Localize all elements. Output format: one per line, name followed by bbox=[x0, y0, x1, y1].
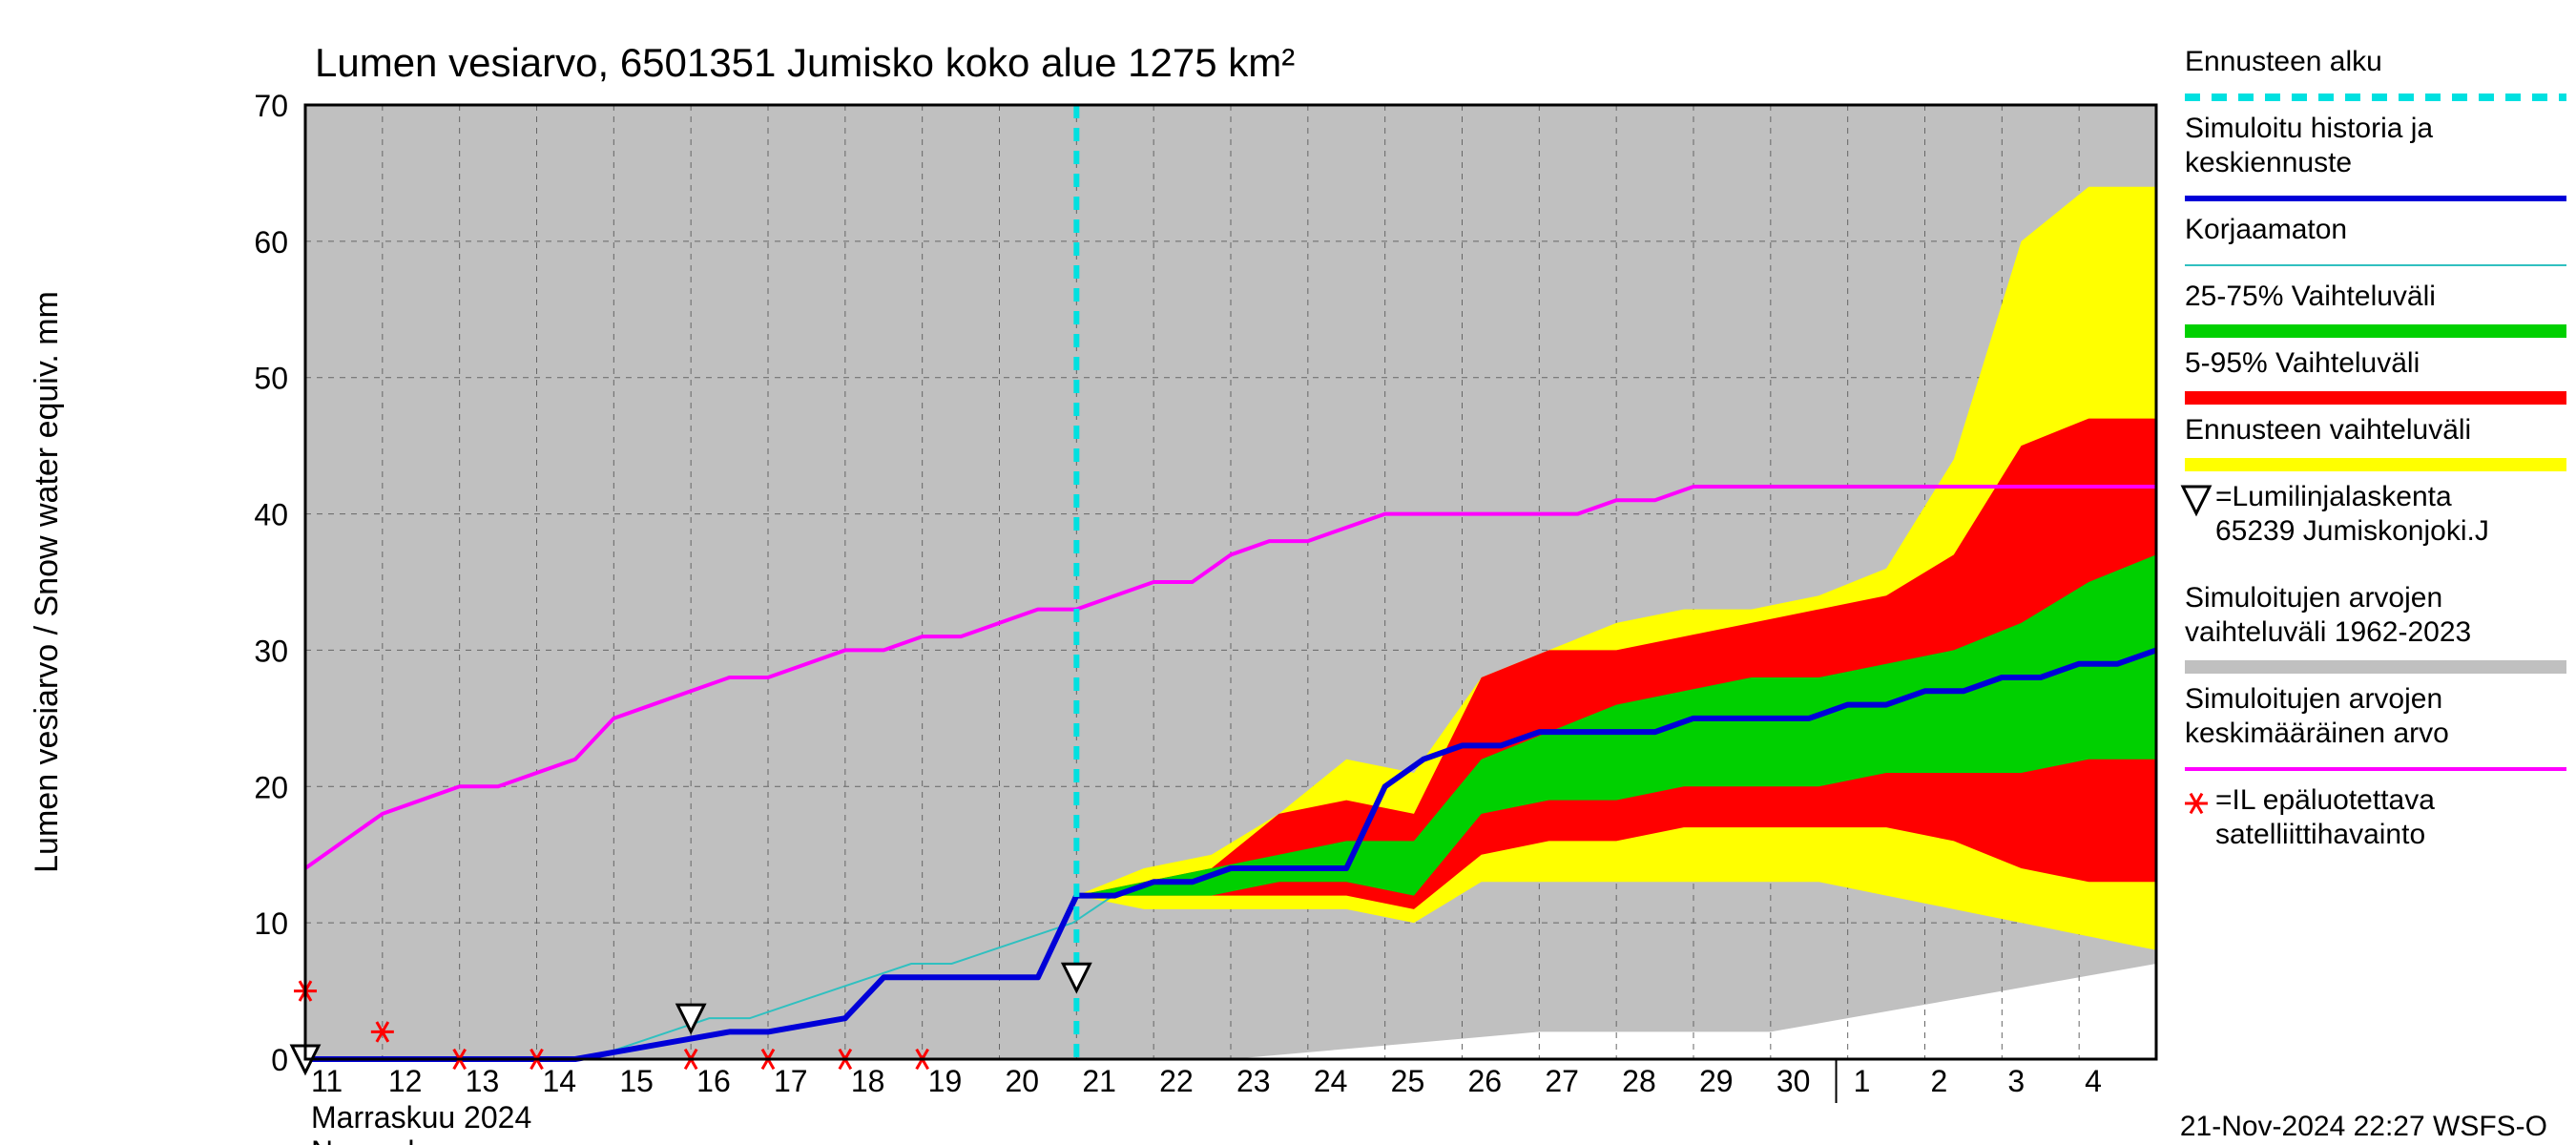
legend-label: vaihteluväli 1962-2023 bbox=[2185, 616, 2471, 648]
ytick-label: 20 bbox=[254, 770, 288, 804]
chart-title: Lumen vesiarvo, 6501351 Jumisko koko alu… bbox=[315, 40, 1295, 85]
legend-label: 65239 Jumiskonjoki.J bbox=[2215, 515, 2489, 547]
ytick-label: 60 bbox=[254, 225, 288, 260]
chart-container: 0102030405060701112131415161718192021222… bbox=[0, 0, 2576, 1145]
legend-item: =Lumilinjalaskenta65239 Jumiskonjoki.J bbox=[2183, 481, 2489, 547]
xtick-label: 14 bbox=[543, 1064, 577, 1098]
ytick-label: 30 bbox=[254, 634, 288, 668]
xtick-label: 13 bbox=[466, 1064, 500, 1098]
legend-label: keskimääräinen arvo bbox=[2185, 718, 2449, 749]
xtick-label: 2 bbox=[1931, 1064, 1948, 1098]
legend-label: keskiennuste bbox=[2185, 147, 2352, 178]
xaxis-month-fi: Marraskuu 2024 bbox=[311, 1100, 531, 1135]
ytick-label: 50 bbox=[254, 362, 288, 396]
xtick-label: 28 bbox=[1622, 1064, 1656, 1098]
legend-label: 25-75% Vaihteluväli bbox=[2185, 281, 2436, 312]
legend-item: 5-95% Vaihteluväli bbox=[2185, 347, 2566, 405]
legend-item: Ennusteen alku bbox=[2185, 46, 2566, 97]
xtick-label: 20 bbox=[1006, 1064, 1040, 1098]
ytick-label: 70 bbox=[254, 89, 288, 123]
legend-item: =IL epäluotettavasatelliittihavainto bbox=[2185, 784, 2435, 850]
legend-item: Simuloitujen arvojenvaihteluväli 1962-20… bbox=[2185, 582, 2566, 674]
ytick-label: 40 bbox=[254, 498, 288, 532]
ytick-label: 10 bbox=[254, 906, 288, 941]
xtick-label: 3 bbox=[2007, 1064, 2025, 1098]
xtick-label: 19 bbox=[928, 1064, 963, 1098]
legend-label: Korjaamaton bbox=[2185, 214, 2347, 245]
legend-item: Ennusteen vaihteluväli bbox=[2185, 414, 2566, 471]
xtick-label: 23 bbox=[1236, 1064, 1271, 1098]
xtick-label: 4 bbox=[2085, 1064, 2102, 1098]
xaxis-month-en: November bbox=[311, 1135, 452, 1145]
xtick-label: 26 bbox=[1468, 1064, 1503, 1098]
legend-label: Ennusteen alku bbox=[2185, 46, 2382, 77]
legend-label: satelliittihavainto bbox=[2215, 819, 2425, 850]
legend-label: 5-95% Vaihteluväli bbox=[2185, 347, 2420, 379]
xtick-label: 27 bbox=[1545, 1064, 1579, 1098]
xtick-label: 29 bbox=[1699, 1064, 1734, 1098]
xtick-label: 15 bbox=[619, 1064, 654, 1098]
ytick-label: 0 bbox=[271, 1043, 288, 1077]
legend-item: Simuloitu historia jakeskiennuste bbox=[2185, 113, 2566, 198]
xtick-label: 1 bbox=[1854, 1064, 1871, 1098]
xtick-label: 11 bbox=[311, 1064, 343, 1098]
xtick-label: 22 bbox=[1159, 1064, 1194, 1098]
chart-svg: 0102030405060701112131415161718192021222… bbox=[0, 0, 2576, 1145]
legend-label: =Lumilinjalaskenta bbox=[2215, 481, 2452, 512]
legend-label: Simuloitujen arvojen bbox=[2185, 582, 2442, 614]
legend-item: Korjaamaton bbox=[2185, 214, 2566, 265]
footer-timestamp: 21-Nov-2024 22:27 WSFS-O bbox=[2180, 1111, 2547, 1142]
yaxis-label: Lumen vesiarvo / Snow water equiv. mm bbox=[29, 291, 65, 873]
legend-label: Simuloitu historia ja bbox=[2185, 113, 2433, 144]
legend-label: =IL epäluotettava bbox=[2215, 784, 2435, 816]
xtick-label: 21 bbox=[1082, 1064, 1116, 1098]
xtick-label: 17 bbox=[774, 1064, 808, 1098]
xtick-label: 24 bbox=[1314, 1064, 1348, 1098]
xtick-label: 12 bbox=[388, 1064, 423, 1098]
xtick-label: 16 bbox=[696, 1064, 731, 1098]
legend-item: Simuloitujen arvojenkeskimääräinen arvo bbox=[2185, 683, 2566, 769]
legend-item: 25-75% Vaihteluväli bbox=[2185, 281, 2566, 338]
xtick-label: 18 bbox=[851, 1064, 885, 1098]
xtick-label: 25 bbox=[1391, 1064, 1425, 1098]
xtick-label: 30 bbox=[1776, 1064, 1811, 1098]
legend-label: Simuloitujen arvojen bbox=[2185, 683, 2442, 715]
legend-label: Ennusteen vaihteluväli bbox=[2185, 414, 2471, 446]
